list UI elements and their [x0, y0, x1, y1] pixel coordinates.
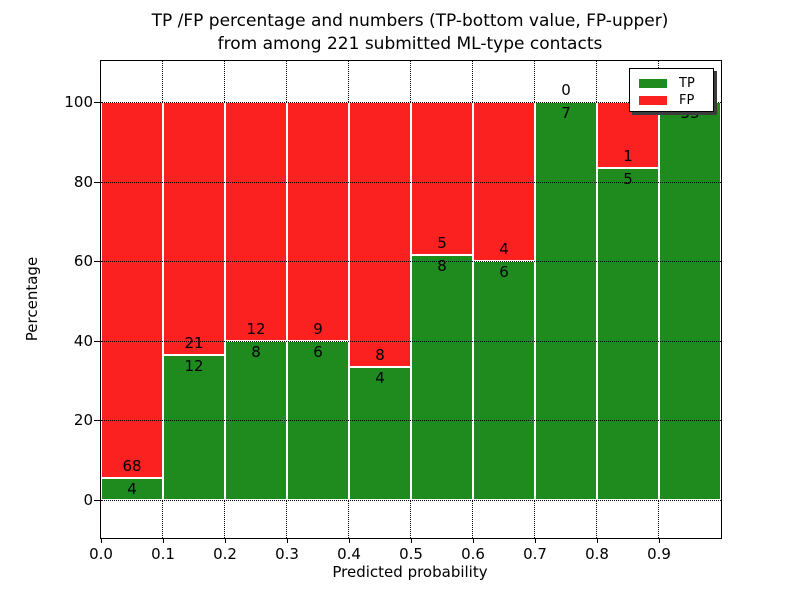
y-tick-mark — [94, 500, 100, 501]
x-tick-mark — [225, 538, 226, 543]
fp-count-label: 4 — [499, 240, 509, 259]
y-tick-mark — [94, 261, 100, 263]
tp-count-label: 8 — [437, 257, 447, 276]
tp-count-label: 4 — [127, 479, 137, 498]
y-tick-label: 0 — [83, 491, 93, 509]
fp-count-label: 1 — [623, 147, 633, 166]
bar-segment-tp — [349, 367, 411, 500]
plot-area: TP FP 68421121289684584607150330.00.10.2… — [64, 60, 722, 563]
bar-segment-tp — [473, 261, 535, 500]
horizontal-gridline — [101, 261, 721, 263]
tp-count-label: 4 — [375, 369, 385, 388]
tp-count-label: 6 — [313, 342, 323, 361]
bar-segment-tp — [597, 168, 659, 500]
x-tick-label: 0.5 — [399, 545, 423, 563]
y-tick-label: 40 — [73, 331, 93, 350]
x-tick-mark — [163, 538, 164, 543]
x-tick-label: 0.6 — [461, 545, 485, 563]
x-tick-mark — [349, 538, 350, 543]
legend: TP FP — [629, 68, 714, 112]
y-tick-mark — [94, 340, 100, 342]
x-tick-mark — [101, 538, 102, 543]
bar-segment-tp — [535, 102, 597, 500]
x-tick-label: 0.4 — [337, 545, 361, 563]
bar-segment-fp — [349, 102, 411, 368]
x-tick-label: 0.9 — [647, 545, 671, 563]
x-tick-label: 0.3 — [275, 545, 299, 563]
x-tick-mark — [597, 538, 598, 543]
legend-entry-fp: FP — [639, 92, 704, 109]
y-tick-mark — [94, 102, 100, 103]
bar-segment-fp — [411, 102, 473, 256]
legend-entry-tp: TP — [639, 75, 704, 92]
bar-segment-tp — [101, 477, 163, 500]
fp-count-label: 21 — [184, 334, 204, 353]
bar-segment-fp — [163, 102, 225, 356]
bar-segment-tp — [411, 255, 473, 500]
horizontal-gridline — [101, 102, 721, 103]
x-tick-mark — [659, 538, 660, 543]
bar-segment-tp — [659, 102, 721, 500]
y-tick-label: 20 — [73, 411, 93, 430]
fp-legend-swatch — [639, 96, 667, 105]
x-tick-label: 0.0 — [89, 545, 113, 563]
bar-segment-fp — [225, 102, 287, 341]
x-axis-label: Predicted probability — [332, 563, 488, 581]
fp-count-label: 12 — [246, 319, 266, 338]
tp-count-label: 8 — [251, 342, 261, 361]
tp-legend-swatch — [639, 79, 667, 88]
y-tick-mark — [94, 420, 100, 422]
chart-title-line1: TP /FP percentage and numbers (TP-bottom… — [151, 11, 669, 31]
x-tick-label: 0.2 — [213, 545, 237, 563]
horizontal-gridline — [101, 340, 721, 342]
fp-count-label: 0 — [561, 81, 571, 99]
x-tick-mark — [287, 538, 288, 543]
legend-label-tp: TP — [679, 76, 695, 91]
y-axis-label: Percentage — [23, 256, 41, 342]
legend-label-fp: FP — [679, 93, 695, 108]
horizontal-gridline — [101, 500, 721, 501]
x-tick-mark — [473, 538, 474, 543]
horizontal-gridline — [101, 420, 721, 422]
tp-count-label: 6 — [499, 263, 509, 282]
bar-segment-fp — [597, 102, 659, 169]
x-tick-label: 0.8 — [585, 545, 609, 563]
y-tick-label: 60 — [73, 252, 93, 271]
x-tick-label: 0.7 — [523, 545, 547, 563]
bar-segment-fp — [287, 102, 349, 341]
y-tick-mark — [94, 181, 100, 183]
bar-segment-tp — [163, 355, 225, 500]
y-tick-label: 100 — [64, 93, 93, 111]
y-tick-label: 80 — [73, 172, 93, 191]
x-tick-mark — [411, 538, 412, 543]
fp-count-label: 5 — [437, 234, 447, 253]
tp-count-label: 5 — [623, 170, 633, 189]
tp-count-label: 7 — [561, 104, 571, 122]
chart-title-line2: from among 221 submitted ML-type contact… — [217, 34, 603, 54]
tp-count-label: 12 — [184, 357, 204, 376]
x-tick-mark — [535, 538, 536, 543]
fp-count-label: 8 — [375, 346, 385, 365]
horizontal-gridline — [101, 181, 721, 183]
fp-count-label: 68 — [122, 456, 142, 475]
x-tick-label: 0.1 — [151, 545, 175, 563]
bar-segment-fp — [101, 102, 163, 478]
fp-count-label: 9 — [313, 319, 323, 338]
chart-title: TP /FP percentage and numbers (TP-bottom… — [90, 10, 730, 56]
